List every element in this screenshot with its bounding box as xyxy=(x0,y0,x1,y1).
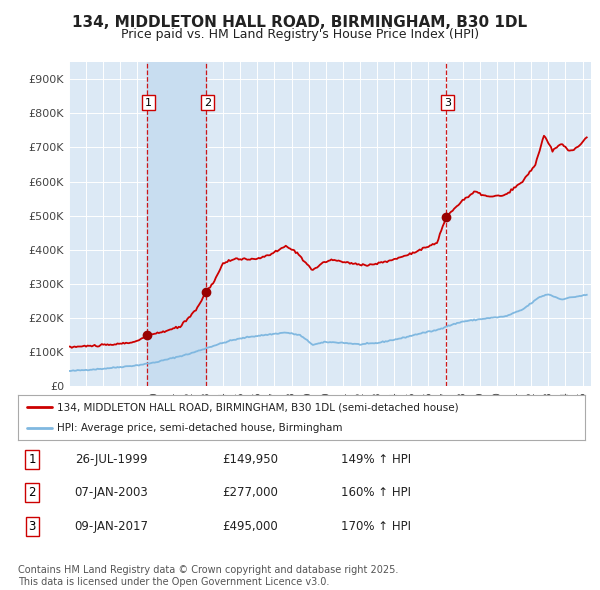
Text: Contains HM Land Registry data © Crown copyright and database right 2025.
This d: Contains HM Land Registry data © Crown c… xyxy=(18,565,398,587)
Text: £277,000: £277,000 xyxy=(222,486,278,500)
Text: 3: 3 xyxy=(28,520,36,533)
Text: 2: 2 xyxy=(28,486,36,500)
Text: 1: 1 xyxy=(145,97,152,107)
Text: 09-JAN-2017: 09-JAN-2017 xyxy=(75,520,149,533)
Text: 07-JAN-2003: 07-JAN-2003 xyxy=(75,486,148,500)
Text: 149% ↑ HPI: 149% ↑ HPI xyxy=(341,453,412,466)
Text: 134, MIDDLETON HALL ROAD, BIRMINGHAM, B30 1DL: 134, MIDDLETON HALL ROAD, BIRMINGHAM, B3… xyxy=(73,15,527,30)
Text: 26-JUL-1999: 26-JUL-1999 xyxy=(75,453,147,466)
Text: 170% ↑ HPI: 170% ↑ HPI xyxy=(341,520,411,533)
Bar xyxy=(147,62,206,386)
Text: £495,000: £495,000 xyxy=(222,520,278,533)
Text: 160% ↑ HPI: 160% ↑ HPI xyxy=(341,486,411,500)
Text: 1: 1 xyxy=(28,453,36,466)
Text: 134, MIDDLETON HALL ROAD, BIRMINGHAM, B30 1DL (semi-detached house): 134, MIDDLETON HALL ROAD, BIRMINGHAM, B3… xyxy=(56,402,458,412)
Text: 3: 3 xyxy=(444,97,451,107)
Text: £149,950: £149,950 xyxy=(222,453,278,466)
Text: HPI: Average price, semi-detached house, Birmingham: HPI: Average price, semi-detached house,… xyxy=(56,422,342,432)
Text: 2: 2 xyxy=(204,97,211,107)
Text: Price paid vs. HM Land Registry's House Price Index (HPI): Price paid vs. HM Land Registry's House … xyxy=(121,28,479,41)
